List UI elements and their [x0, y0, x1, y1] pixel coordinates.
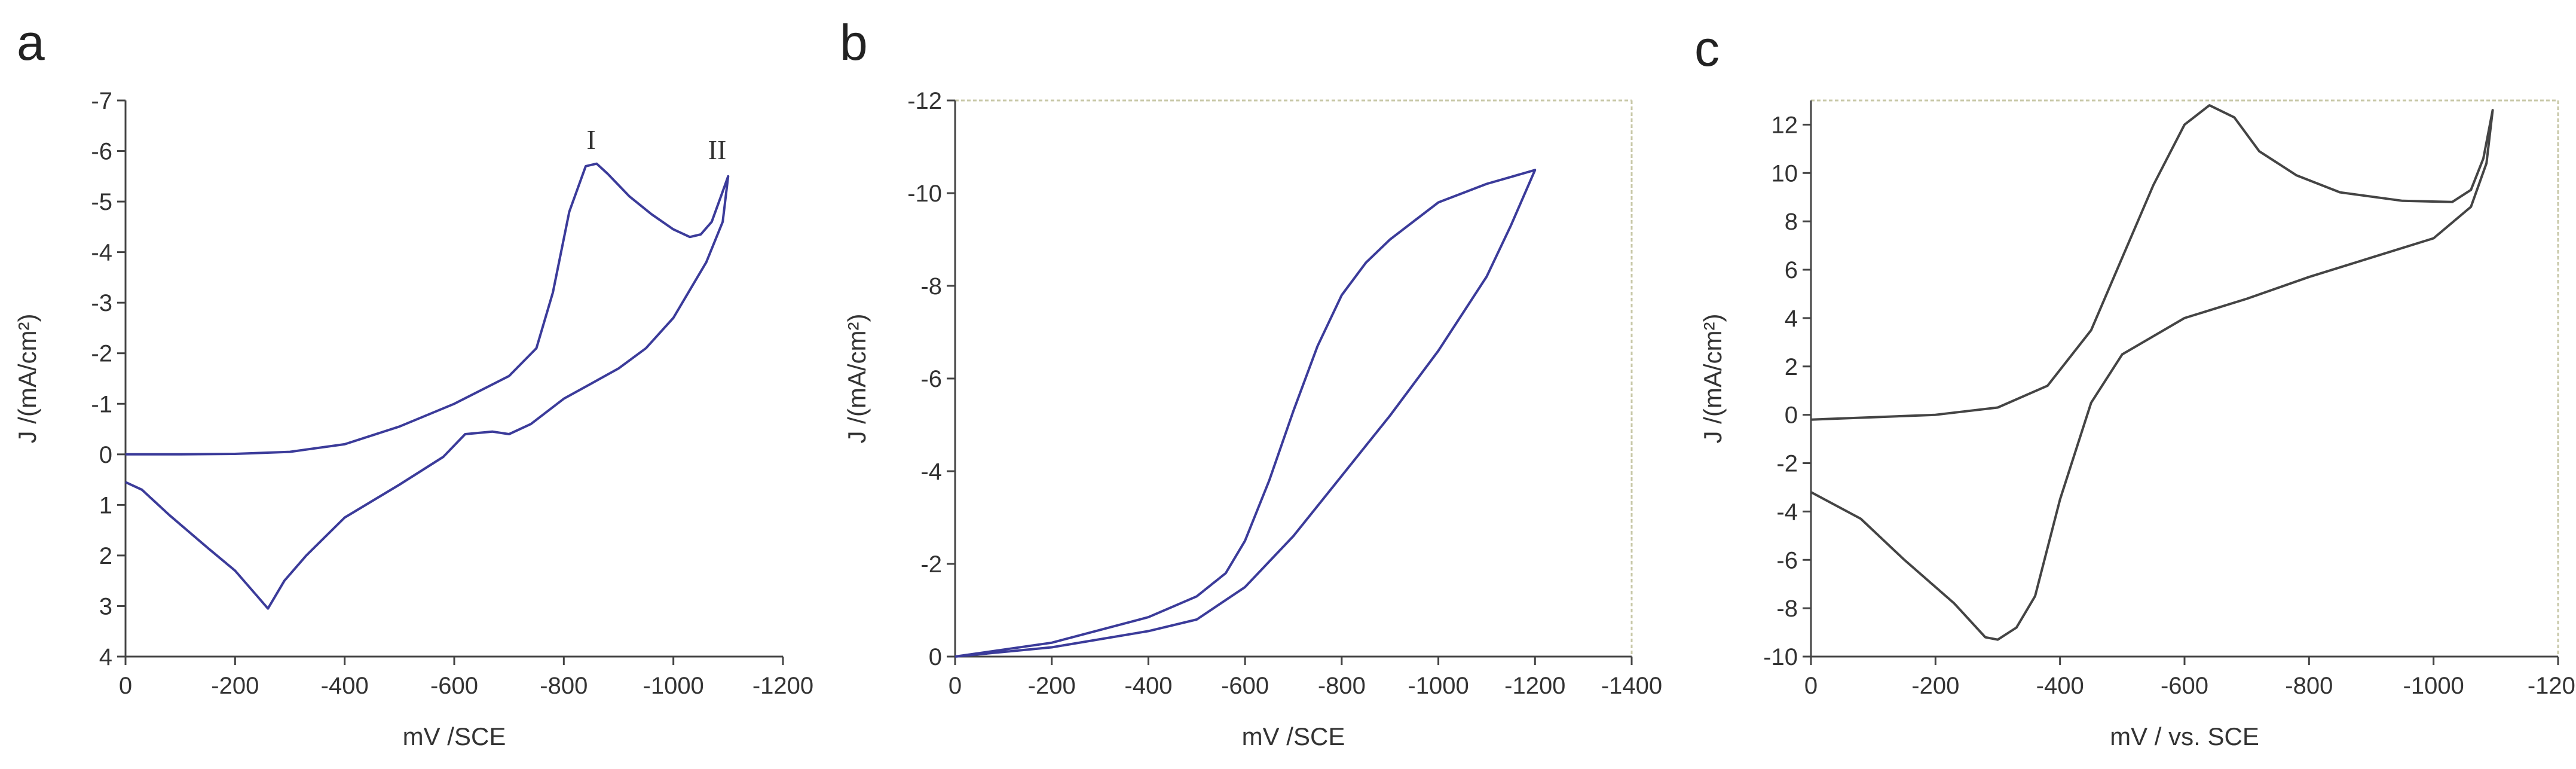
y-tick-label: -6	[1776, 547, 1798, 573]
y-axis-title: J /(mA/cm²)	[13, 314, 41, 444]
x-tick-label: -400	[1124, 673, 1172, 699]
x-tick-label: -200	[211, 673, 259, 699]
cv-curve-series	[954, 169, 1537, 658]
y-tick-label: 6	[1785, 257, 1798, 283]
x-tick-label: 0	[119, 673, 132, 699]
peak-annotation: II	[708, 135, 727, 165]
x-axis-title: mV / vs. SCE	[2110, 722, 2259, 750]
y-tick-label: 4	[1785, 306, 1798, 332]
x-tick-label: 0	[1804, 673, 1818, 699]
peak-annotation: I	[587, 124, 596, 155]
x-tick-label: -1000	[1408, 673, 1468, 699]
y-tick-label: -5	[91, 189, 112, 215]
x-tick-label: -400	[2036, 673, 2084, 699]
y-tick-label: -1	[91, 391, 112, 417]
x-tick-label: -200	[1028, 673, 1076, 699]
x-tick-label: -1000	[2403, 673, 2464, 699]
x-tick-label: -800	[1318, 673, 1366, 699]
x-axis-title: mV /SCE	[1242, 722, 1345, 750]
y-tick-label: -6	[91, 139, 112, 165]
y-tick-label: 8	[1785, 209, 1798, 235]
y-tick-label: -6	[920, 366, 942, 392]
y-tick-label: 4	[99, 644, 112, 670]
y-tick-label: -4	[920, 459, 942, 485]
x-tick-label: -200	[1911, 673, 1959, 699]
x-tick-label: -600	[430, 673, 478, 699]
panel-letter: b	[840, 14, 868, 71]
panel-letter: a	[17, 14, 45, 71]
y-tick-label: -7	[91, 88, 112, 114]
x-tick-label: -800	[540, 673, 588, 699]
x-tick-label: -1400	[1601, 673, 1662, 699]
y-tick-label: -4	[1776, 499, 1798, 525]
x-tick-label: -1200	[2528, 673, 2576, 699]
y-tick-label: 12	[1772, 112, 1798, 138]
x-tick-label: -400	[321, 673, 369, 699]
y-tick-label: 0	[99, 442, 112, 468]
y-tick-label: 1	[99, 492, 112, 518]
cv-curve-series	[1810, 104, 2494, 641]
y-tick-label: 0	[1785, 402, 1798, 429]
x-axis-title: mV /SCE	[403, 722, 506, 750]
x-tick-label: -600	[1221, 673, 1269, 699]
y-tick-label: -10	[1763, 644, 1798, 670]
y-tick-label: -8	[1776, 596, 1798, 622]
x-tick-label: -1200	[752, 673, 813, 699]
y-tick-label: -3	[91, 290, 112, 316]
cv-curve-series	[125, 162, 730, 610]
y-tick-label: 10	[1772, 160, 1798, 187]
x-tick-label: -600	[2161, 673, 2208, 699]
x-tick-label: 0	[949, 673, 962, 699]
chart-panel-b: b-12-10-8-6-4-200 -200 -400 -600 -800 -1000 -1…	[840, 14, 1662, 750]
y-tick-label: 2	[99, 543, 112, 569]
y-tick-label: -8	[920, 273, 942, 300]
y-tick-label: -10	[907, 181, 942, 207]
x-tick-label: -1200	[1504, 673, 1565, 699]
y-tick-label: -2	[920, 551, 942, 578]
y-tick-label: -2	[91, 341, 112, 367]
y-tick-label: -12	[907, 88, 942, 114]
y-tick-label: 0	[929, 644, 942, 670]
y-tick-label: -2	[1776, 451, 1798, 477]
y-tick-label: 3	[99, 593, 112, 620]
y-tick-label: 2	[1785, 354, 1798, 380]
y-axis-title: J /(mA/cm²)	[1699, 314, 1727, 444]
y-tick-label: -4	[91, 240, 112, 266]
panel-letter: c	[1694, 20, 1720, 77]
y-axis-title: J /(mA/cm²)	[843, 314, 871, 444]
x-tick-label: -1000	[643, 673, 704, 699]
x-tick-label: -800	[2285, 673, 2333, 699]
